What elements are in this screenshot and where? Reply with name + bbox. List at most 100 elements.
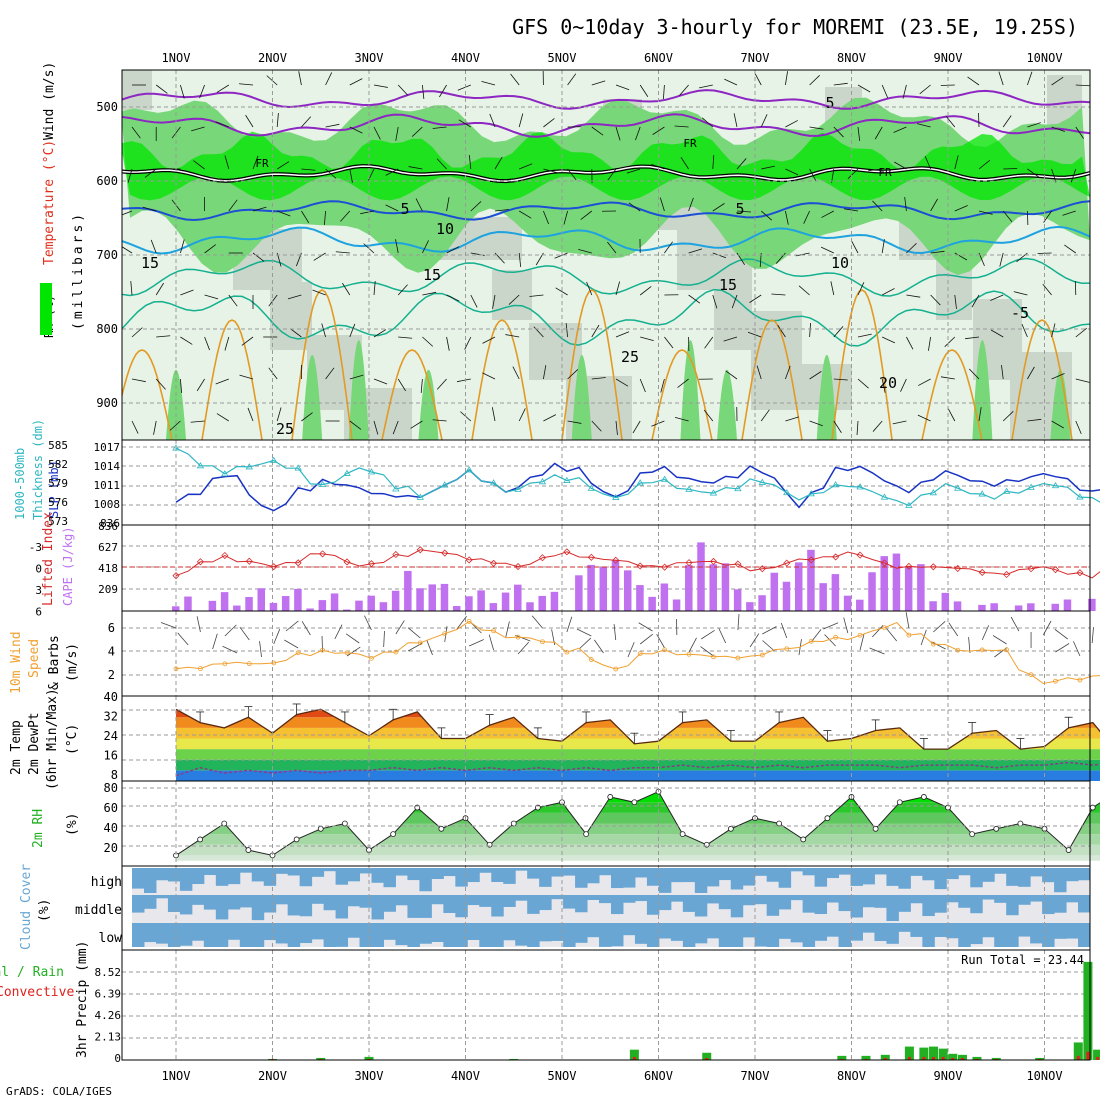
cape-bar bbox=[673, 599, 681, 611]
rh2m-marker bbox=[921, 794, 926, 799]
cloud-block-high bbox=[336, 868, 348, 885]
rh2m-marker bbox=[970, 832, 975, 837]
cloud-block-high bbox=[300, 868, 312, 886]
upper-air-ytick: 700 bbox=[96, 248, 118, 262]
cape-bar bbox=[1051, 604, 1059, 611]
cape-bar bbox=[685, 565, 693, 611]
cloud-block-high bbox=[994, 868, 1006, 874]
cloud-block-low bbox=[623, 923, 635, 935]
cape-bar bbox=[453, 606, 461, 611]
wind10m-ytick: 2 bbox=[108, 668, 115, 682]
cloud-block-low bbox=[348, 923, 360, 938]
rh2m-marker bbox=[897, 800, 902, 805]
cape-bar bbox=[954, 601, 962, 611]
cloud-block-low bbox=[815, 923, 827, 941]
cloud-block-high bbox=[599, 868, 611, 875]
precip-conv-bar bbox=[1086, 1052, 1089, 1060]
date-label-top: 8NOV bbox=[837, 51, 866, 65]
cloud-block-low bbox=[503, 923, 515, 940]
cape-bar bbox=[221, 592, 229, 611]
cloud-block-middle bbox=[659, 895, 671, 910]
cloud-block-high bbox=[192, 868, 204, 884]
vlabel-millibars: (millibars) bbox=[71, 211, 86, 330]
cloud-block-middle bbox=[1030, 895, 1042, 902]
rh2m-marker bbox=[1090, 805, 1095, 810]
cloud-block-middle bbox=[671, 895, 683, 902]
vlabel-cloud: Cloud Cover bbox=[19, 864, 34, 950]
cape-bar bbox=[1015, 605, 1023, 611]
cloud-block-middle bbox=[898, 895, 910, 912]
cloud-block-high bbox=[671, 868, 683, 882]
cape-bar bbox=[844, 596, 852, 611]
precip-ytick: 6.39 bbox=[95, 988, 122, 1001]
cloud-block-middle bbox=[372, 895, 384, 919]
vlabel-thickness-1: 1000-500mb bbox=[13, 448, 27, 520]
cloud-block-middle bbox=[467, 895, 479, 905]
cloud-block-low bbox=[671, 923, 683, 941]
cloud-block-low bbox=[132, 923, 144, 947]
cloud-block-middle bbox=[922, 895, 934, 916]
vlabel-wind10m-unit: (m/s) bbox=[65, 643, 80, 682]
cloud-block-middle bbox=[168, 895, 180, 912]
li-ytick: -3 bbox=[29, 541, 42, 554]
cloud-block-middle bbox=[383, 895, 395, 912]
date-label-bottom: 1NOV bbox=[162, 1069, 191, 1083]
date-label-top: 6NOV bbox=[644, 51, 673, 65]
cloud-block-high bbox=[407, 868, 419, 880]
cloud-block-high bbox=[587, 868, 599, 883]
cloud-block-high bbox=[348, 868, 360, 881]
cloud-block-middle bbox=[886, 895, 898, 921]
cape-bar bbox=[490, 603, 498, 611]
precip-conv-bar bbox=[1096, 1057, 1099, 1060]
cloud-block-high bbox=[1066, 868, 1078, 881]
contour-label: 5 bbox=[825, 94, 834, 112]
cloud-block-middle bbox=[994, 895, 1006, 903]
cloud-block-middle bbox=[395, 895, 407, 905]
rh-legend-swatch bbox=[40, 283, 52, 335]
upper-air-ytick: 800 bbox=[96, 322, 118, 336]
cloud-block-middle bbox=[192, 895, 204, 905]
cloud-block-high bbox=[276, 868, 288, 874]
cloud-block-low bbox=[288, 923, 300, 947]
rh2m-marker bbox=[318, 826, 323, 831]
cape-bar bbox=[819, 583, 827, 611]
contour-label: FR bbox=[878, 166, 892, 179]
date-label-bottom: 5NOV bbox=[548, 1069, 577, 1083]
cloud-block-middle bbox=[743, 895, 755, 905]
cloud-block-high bbox=[1054, 868, 1066, 892]
cape-bar bbox=[282, 596, 290, 611]
cape-bar bbox=[978, 605, 986, 611]
rh2m-ytick: 20 bbox=[104, 841, 118, 855]
cloud-block-high bbox=[575, 868, 587, 888]
cape-bar bbox=[636, 585, 644, 611]
cape-bar bbox=[587, 565, 595, 611]
cloud-block-high bbox=[922, 868, 934, 880]
cloud-block-low bbox=[156, 923, 168, 944]
cloud-block-middle bbox=[970, 895, 982, 913]
cloud-block-middle bbox=[719, 895, 731, 909]
temp-ytick: 16 bbox=[104, 749, 118, 763]
cape-bar bbox=[477, 590, 485, 611]
precip-ytick: 4.26 bbox=[95, 1009, 122, 1022]
cloud-row-label: middle bbox=[75, 903, 122, 918]
cape-bar bbox=[184, 597, 192, 611]
cape-bar bbox=[441, 584, 449, 611]
cloud-block-low bbox=[731, 923, 743, 947]
cape-bar bbox=[245, 597, 253, 611]
cloud-block-low bbox=[779, 923, 791, 939]
precip-total-bar bbox=[1083, 962, 1092, 1060]
cloud-block-middle bbox=[1054, 895, 1066, 913]
cloud-block-middle bbox=[1042, 895, 1054, 914]
rh2m-marker bbox=[294, 837, 299, 842]
cloud-block-middle bbox=[216, 895, 228, 919]
vlabel-precip-unit: 3hr Precip (mm) bbox=[75, 941, 90, 1058]
cloud-block-low bbox=[886, 923, 898, 944]
cloud-block-middle bbox=[455, 895, 467, 917]
vlabel-wind10m-2: Speed bbox=[27, 639, 42, 678]
cape-bar bbox=[722, 563, 730, 611]
cloud-block-low bbox=[827, 923, 839, 937]
cloud-block-high bbox=[1042, 868, 1054, 882]
cape-ytick: 418 bbox=[98, 562, 118, 575]
cloud-block-low bbox=[970, 923, 982, 944]
